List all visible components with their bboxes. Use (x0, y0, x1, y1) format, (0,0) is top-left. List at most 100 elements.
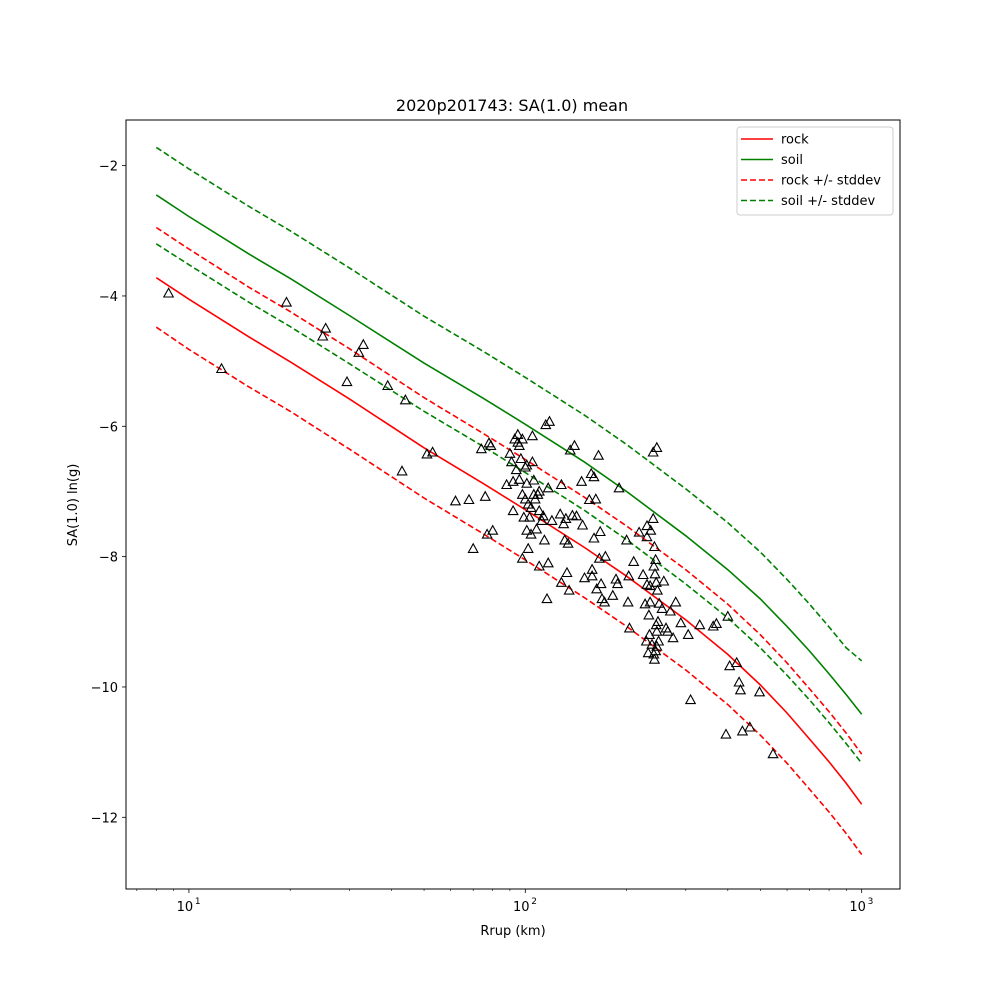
scatter-point (651, 441, 663, 452)
scatter-point (613, 482, 625, 493)
scatter-point (562, 537, 574, 548)
scatter-point (546, 514, 558, 525)
scatter-point (598, 596, 611, 607)
scatter-point (505, 455, 518, 467)
series-line-3 (155, 326, 863, 855)
scatter-point (734, 684, 747, 695)
scatter-point (610, 573, 622, 584)
scatter-point (651, 640, 663, 651)
scatter-point (504, 447, 516, 458)
scatter-points (162, 287, 779, 759)
series-lines (155, 146, 863, 855)
scatter-point (521, 459, 533, 470)
scatter-point (357, 338, 370, 349)
scatter-point (594, 525, 606, 537)
legend-label: rock (781, 133, 809, 148)
scatter-point (586, 563, 598, 574)
scatter-point (643, 628, 656, 639)
scatter-point (543, 415, 556, 426)
scatter-point (652, 635, 665, 646)
scatter-point (396, 465, 408, 476)
chart-title: 2020p201743: SA(1.0) mean (396, 96, 628, 115)
scatter-point (319, 322, 332, 333)
scatter-point (522, 542, 534, 553)
scatter-point (627, 555, 640, 566)
scatter-point (590, 493, 602, 504)
plot-area: 10 1 10 2 10 3 −2−4−6−8−10−12 (91, 119, 901, 915)
legend: rock soil rock +/- stddev soil +/- stddev (736, 126, 894, 216)
scatter-point (650, 576, 662, 587)
scatter-point (694, 618, 706, 630)
scatter-point (515, 452, 527, 464)
scatter-point (653, 597, 665, 608)
scatter-point (575, 475, 588, 486)
scatter-point (449, 495, 462, 506)
scatter-point (707, 620, 719, 631)
scatter-point (568, 439, 581, 450)
series-line-2 (155, 226, 863, 755)
scatter-point (637, 568, 649, 580)
scatter-point (526, 455, 539, 467)
scatter-point (507, 504, 519, 516)
scatter-point (538, 534, 551, 545)
scatter-point (399, 394, 412, 405)
y-tick-label: −6 (99, 420, 118, 435)
scatter-point (162, 287, 175, 298)
scatter-point (576, 519, 589, 530)
x-axis-ticks: 10 1 10 2 10 3 (136, 889, 873, 915)
scatter-point (670, 596, 682, 607)
x-tick-exponent: 1 (195, 897, 201, 907)
scatter-point (744, 721, 756, 732)
scatter-point (651, 584, 664, 595)
scatter-point (537, 510, 549, 521)
scatter-point (682, 628, 694, 639)
scatter-point (590, 583, 603, 594)
legend-label: rock +/- stddev (781, 174, 881, 189)
scatter-point (722, 610, 734, 621)
scatter-point (542, 482, 554, 493)
scatter-point (647, 512, 659, 523)
scatter-point (733, 676, 745, 687)
scatter-point (578, 571, 591, 583)
y-axis-ticks: −2 −4 −6 −8 −10 −12 (91, 160, 126, 826)
scatter-point (485, 439, 497, 450)
scatter-point (641, 519, 653, 531)
x-tick-label: 10 (177, 900, 194, 915)
scatter-point (353, 346, 365, 357)
scatter-point (649, 568, 661, 579)
scatter-point (570, 510, 583, 521)
scatter-point (479, 490, 491, 501)
scatter-point (516, 552, 529, 563)
scatter-point (633, 526, 645, 537)
scatter-point (675, 616, 687, 628)
scatter-point (652, 615, 664, 626)
scatter-point (518, 511, 530, 522)
y-tick-label: −10 (91, 681, 118, 696)
scatter-point (640, 635, 653, 646)
scatter-point (661, 625, 674, 636)
series-line-1 (155, 194, 863, 715)
scatter-point (588, 532, 600, 543)
scatter-point (645, 524, 657, 535)
scatter-point (649, 553, 662, 565)
scatter-point (467, 542, 479, 553)
scatter-point (426, 446, 439, 457)
scatter-point (730, 656, 743, 668)
scatter-point (767, 747, 779, 759)
scatter-point (644, 596, 656, 607)
scatter-point (215, 362, 228, 374)
scatter-point (720, 728, 732, 739)
scatter-point (540, 418, 552, 430)
scatter-point (555, 576, 568, 587)
y-axis-label: SA(1.0) ln(g) (66, 464, 81, 547)
scatter-point (525, 528, 537, 539)
scatter-point (516, 488, 529, 499)
y-tick-label: −12 (91, 811, 118, 826)
scatter-point (533, 504, 545, 516)
series-line-4 (155, 146, 863, 662)
scatter-point (516, 433, 529, 444)
scatter-point (533, 485, 545, 496)
scatter-point (561, 566, 573, 578)
x-tick-label: 10 (849, 900, 866, 915)
